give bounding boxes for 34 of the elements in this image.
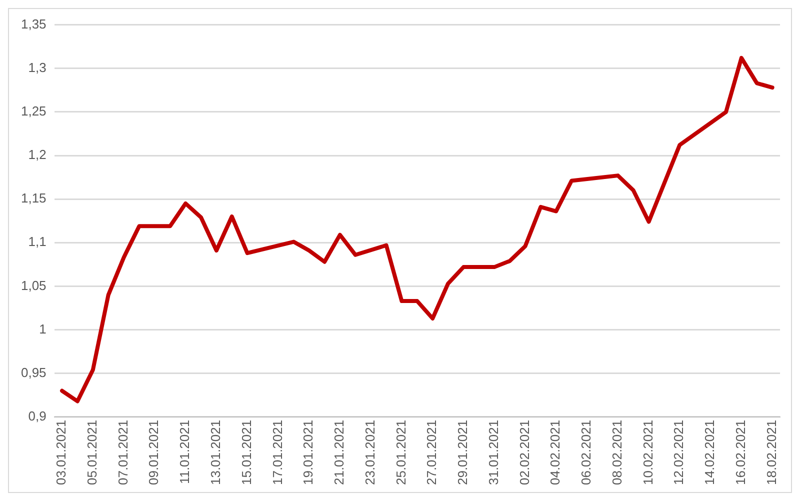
x-tick-label: 17.01.2021 [270, 420, 285, 486]
y-tick-label: 1,15 [20, 190, 46, 206]
x-tick-label: 06.02.2021 [578, 420, 594, 486]
y-tick-label: 0,9 [28, 408, 46, 424]
y-tick-label: 1,2 [28, 147, 46, 162]
y-tick-label: 1,05 [20, 278, 46, 293]
x-tick-label: 02.02.2021 [516, 420, 532, 486]
x-tick-label: 27.01.2021 [424, 420, 440, 486]
x-tick-label: 21.01.2021 [332, 420, 347, 486]
x-tick-label: 25.01.2021 [393, 420, 408, 486]
x-tick-label: 03.01.2021 [54, 420, 69, 486]
x-tick-label: 12.02.2021 [671, 420, 686, 486]
x-tick-label: 13.01.2021 [208, 420, 224, 486]
x-tick-label: 16.02.2021 [733, 420, 748, 486]
y-tick-label: 0,95 [20, 364, 46, 380]
x-tick-label: 10.02.2021 [640, 420, 656, 486]
y-tick-label: 1,25 [20, 104, 46, 119]
x-tick-label: 05.01.2021 [84, 420, 100, 486]
x-tick-label: 07.01.2021 [115, 420, 130, 486]
x-tick-label: 15.01.2021 [238, 420, 254, 486]
x-tick-label: 19.01.2021 [300, 420, 316, 486]
x-tick-label: 31.01.2021 [486, 420, 501, 486]
y-tick-label: 1,1 [28, 234, 46, 250]
x-tick-label: 11.01.2021 [177, 420, 192, 484]
x-tick-label: 14.02.2021 [702, 420, 718, 486]
x-tick-label: 29.01.2021 [455, 420, 470, 486]
x-tick-label: 08.02.2021 [609, 420, 624, 486]
x-tick-label: 04.02.2021 [548, 420, 563, 486]
y-tick-label: 1 [39, 321, 46, 336]
y-tick-label: 1,35 [20, 16, 46, 32]
x-tick-label: 18.02.2021 [764, 420, 779, 486]
x-tick-label: 09.01.2021 [146, 420, 162, 486]
x-tick-label: 23.01.2021 [362, 420, 378, 486]
y-tick-label: 1,3 [28, 60, 46, 75]
